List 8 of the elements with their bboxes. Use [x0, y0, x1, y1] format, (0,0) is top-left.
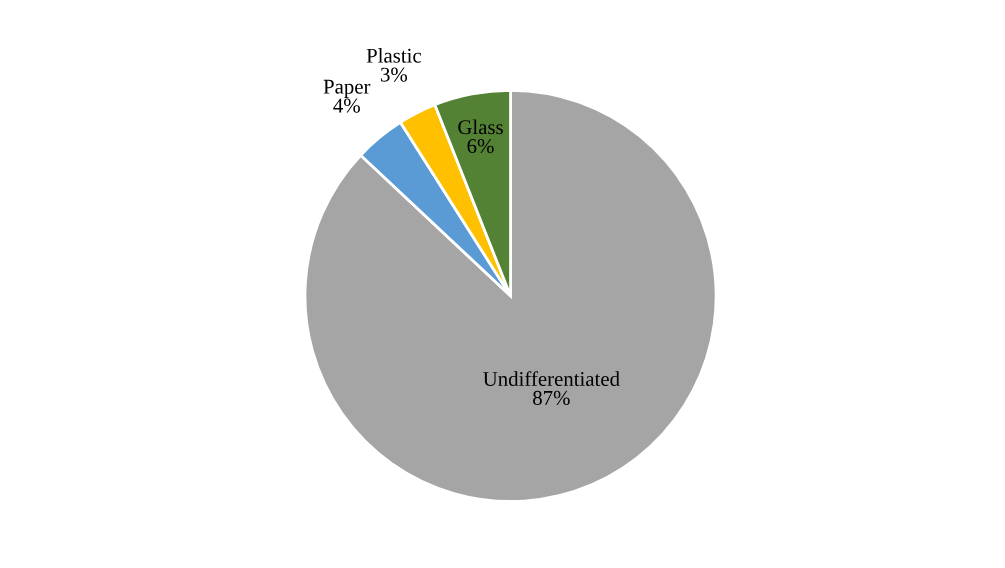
- data-label: 3%: [381, 67, 408, 82]
- slice-label: Glass: [458, 119, 503, 135]
- slice-label: Paper: [323, 79, 371, 98]
- data-label: 6%: [467, 139, 494, 154]
- slice-label: Undifferentiated: [483, 371, 620, 387]
- data-label: 87%: [533, 390, 570, 405]
- data-label: 4%: [333, 98, 360, 113]
- slice-label: Plastic: [366, 48, 422, 63]
